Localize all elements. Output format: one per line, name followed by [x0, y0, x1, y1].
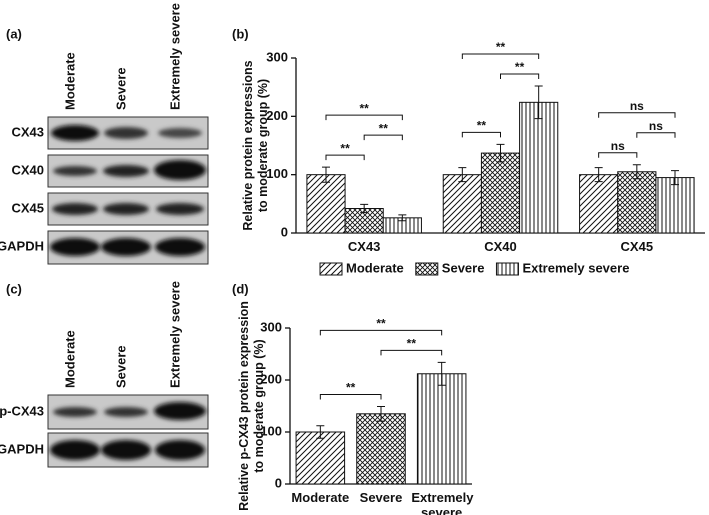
significance-bracket	[598, 112, 676, 118]
row-label: CX43	[11, 124, 44, 139]
legend-swatch	[495, 262, 519, 276]
significance-label: **	[496, 40, 506, 54]
lane-label: Extremely severe	[167, 3, 182, 110]
significance-label: **	[379, 121, 389, 135]
error-bar	[437, 361, 446, 386]
row-label: GAPDH	[0, 238, 44, 253]
y-tick-label: 300	[266, 49, 288, 64]
x-tick-label: Moderate	[291, 490, 350, 505]
bar	[655, 177, 695, 234]
error-bar	[398, 214, 407, 222]
error-bar	[594, 167, 603, 183]
y-tick-label: 100	[266, 166, 288, 181]
significance-label: **	[376, 316, 386, 330]
panel-label: (a)	[6, 26, 22, 41]
row-label: CX45	[11, 200, 44, 215]
panel-label: (c)	[6, 281, 22, 296]
significance-label: **	[359, 101, 369, 115]
x-tick-label: Severe	[359, 490, 403, 505]
row-label: p-CX43	[0, 403, 44, 418]
lane-label: Moderate	[62, 330, 77, 388]
y-tick-label: 100	[260, 423, 282, 438]
bar	[306, 174, 346, 234]
blot-c	[47, 394, 209, 468]
bar	[295, 431, 346, 485]
error-bar	[534, 85, 543, 120]
y-tick-label: 300	[260, 319, 282, 334]
bar	[519, 101, 559, 234]
bar	[356, 413, 406, 485]
significance-label: **	[340, 141, 350, 155]
y-axis-label: Relative p-CX43 protein expression	[237, 301, 251, 511]
panel-label: (b)	[232, 26, 249, 41]
significance-bracket	[319, 394, 382, 400]
y-tick-label: 200	[266, 108, 288, 123]
significance-label: **	[407, 336, 417, 350]
significance-label: ns	[630, 99, 644, 113]
significance-bracket	[461, 53, 540, 59]
error-bar	[321, 166, 330, 183]
error-bar	[377, 406, 385, 422]
legend-label: Extremely severe	[522, 260, 629, 275]
y-axis-label: to moderate group (%)	[252, 339, 266, 472]
significance-bracket	[325, 154, 365, 161]
legend-label: Moderate	[346, 260, 404, 275]
lane-label: Severe	[113, 345, 128, 388]
significance-label: ns	[649, 119, 663, 133]
error-bar	[360, 203, 369, 214]
bar	[617, 171, 657, 234]
bar	[416, 373, 467, 485]
bar	[442, 174, 482, 234]
error-bar	[632, 164, 641, 180]
error-bar	[496, 143, 505, 163]
significance-bracket	[598, 152, 638, 158]
lane-label: Extremely severe	[167, 281, 182, 388]
blot-a	[47, 116, 209, 265]
significance-bracket	[636, 132, 676, 138]
error-bar	[458, 167, 467, 183]
significance-bracket	[380, 349, 443, 356]
x-tick-label: CX43	[347, 239, 381, 254]
panel-label: (d)	[232, 281, 249, 296]
lane-label: Severe	[113, 67, 128, 110]
significance-label: **	[515, 60, 525, 74]
row-label: GAPDH	[0, 441, 44, 456]
legend-swatch	[415, 262, 439, 276]
significance-bracket	[500, 73, 540, 79]
error-bar	[316, 425, 325, 439]
x-tick-label: CX40	[484, 239, 517, 254]
significance-bracket	[363, 134, 403, 141]
significance-bracket	[461, 131, 501, 138]
significance-label: **	[346, 381, 356, 395]
significance-bracket	[325, 114, 403, 121]
x-tick-label: Extremely severe	[411, 490, 474, 515]
row-label: CX40	[11, 162, 44, 177]
y-tick-label: 200	[260, 371, 282, 386]
y-tick-label: 0	[281, 224, 288, 239]
lane-label: Moderate	[62, 52, 77, 110]
significance-label: ns	[611, 139, 625, 153]
legend-swatch	[319, 262, 343, 276]
significance-bracket	[319, 329, 443, 336]
y-axis-label: to moderate group (%)	[256, 79, 270, 212]
x-tick-label: CX45	[620, 239, 654, 254]
bar	[579, 174, 619, 234]
y-axis-label: Relative protein expressions	[241, 60, 255, 230]
significance-label: **	[477, 119, 487, 133]
legend-label: Severe	[442, 260, 485, 275]
y-tick-label: 0	[275, 475, 282, 490]
bar	[480, 152, 521, 234]
error-bar	[671, 170, 680, 186]
